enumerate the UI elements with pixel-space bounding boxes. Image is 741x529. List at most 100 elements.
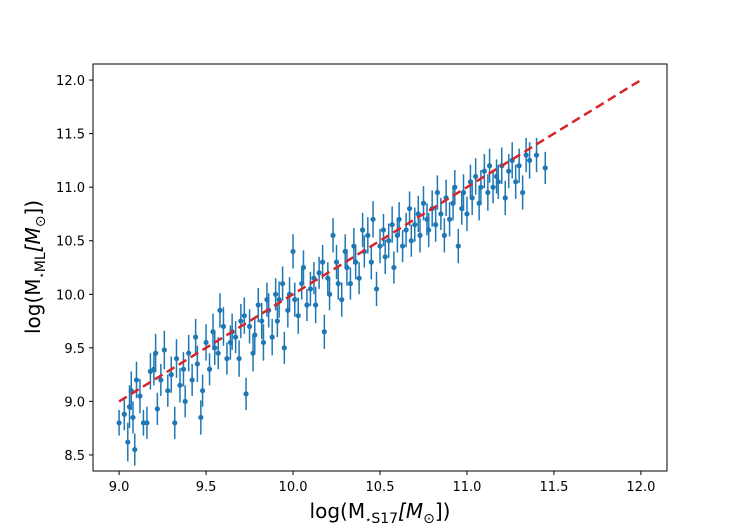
x-axis-label-prefix: log(M: [310, 499, 366, 523]
data-point: [144, 420, 150, 426]
data-point: [137, 393, 143, 399]
y-axis-label-unit: [M: [21, 227, 45, 252]
data-point: [126, 404, 133, 410]
data-point: [154, 406, 160, 412]
y-tick-label: 9.0: [64, 395, 85, 410]
data-point: [481, 168, 487, 174]
data-point: [260, 339, 267, 346]
data-point: [455, 243, 461, 249]
data-point: [424, 216, 430, 222]
data-point: [215, 350, 221, 356]
data-point: [434, 189, 440, 196]
data-point: [452, 184, 458, 190]
data-point: [300, 264, 307, 271]
data-point: [490, 184, 496, 190]
data-point: [259, 318, 265, 324]
data-point: [168, 372, 174, 378]
data-point: [241, 313, 247, 319]
data-point: [246, 323, 253, 330]
x-axis-label: log(M⋆S17[M⊙]): [310, 499, 451, 527]
data-point: [342, 248, 348, 255]
data-point: [368, 259, 374, 265]
data-point: [394, 232, 400, 238]
data-point: [274, 318, 280, 324]
data-point: [377, 243, 383, 249]
data-point: [227, 339, 234, 346]
data-point: [269, 334, 275, 340]
data-point: [132, 446, 138, 453]
data-point: [307, 286, 314, 292]
y-tick-label: 8.5: [64, 449, 85, 464]
data-point: [165, 388, 171, 394]
data-point: [186, 350, 192, 356]
data-point: [116, 420, 122, 426]
y-tick-label: 10.0: [56, 288, 85, 303]
data-point: [542, 165, 548, 171]
data-point: [206, 366, 213, 372]
data-point: [238, 318, 244, 324]
data-point: [330, 232, 336, 238]
data-point: [360, 227, 366, 233]
data-point: [292, 297, 298, 303]
data-point: [486, 163, 493, 169]
data-point: [333, 259, 340, 265]
data-point: [476, 200, 482, 206]
data-point: [386, 238, 392, 244]
y-tick-label: 12.0: [56, 74, 85, 89]
data-point: [417, 232, 423, 238]
y-axis-label-odot: ⊙: [33, 216, 49, 228]
data-point: [273, 291, 279, 297]
axis-ticks: 9.0 9.5 10.0 10.5 11.0 11.5 12.0 8.5 9.0 9.5 10.0 1…: [56, 74, 655, 495]
data-point: [290, 248, 296, 255]
x-tick-label: 12.0: [626, 480, 655, 495]
data-point: [161, 347, 167, 353]
data-point: [173, 355, 180, 362]
data-point: [193, 334, 199, 340]
data-point: [224, 355, 230, 362]
data-point: [406, 205, 413, 212]
data-point: [478, 184, 484, 190]
x-tick-label: 10.5: [366, 480, 395, 495]
data-point: [351, 243, 357, 249]
data-point: [516, 163, 522, 169]
x-tick-label: 9.0: [109, 480, 130, 495]
data-point: [252, 332, 258, 338]
data-point: [153, 350, 159, 356]
data-point: [459, 205, 465, 212]
data-point: [493, 173, 500, 180]
data-point: [182, 398, 188, 404]
data-point: [199, 388, 206, 394]
x-axis-label-suffix: ]): [435, 499, 451, 523]
y-axis-label-prefix: log(M: [21, 279, 45, 335]
data-point: [130, 414, 136, 421]
data-point: [460, 189, 467, 196]
data-point: [189, 377, 195, 383]
data-point: [473, 173, 479, 180]
x-axis-label-unit: [M: [398, 499, 423, 523]
data-point: [236, 355, 242, 362]
data-point: [353, 259, 359, 265]
data-point: [495, 179, 501, 185]
x-tick-label: 9.5: [196, 480, 217, 495]
data-point: [441, 232, 447, 238]
data-point: [400, 243, 406, 249]
data-point: [172, 420, 178, 426]
x-tick-label: 11.5: [539, 480, 568, 495]
data-point: [158, 377, 164, 383]
data-point: [279, 280, 286, 287]
data-point: [316, 270, 322, 276]
data-point: [180, 366, 187, 372]
data-point: [212, 345, 218, 351]
data-point: [320, 259, 326, 265]
data-point: [304, 302, 310, 308]
data-point: [526, 157, 533, 163]
data-point: [210, 329, 216, 335]
data-point: [264, 297, 270, 303]
data-point: [450, 200, 456, 206]
data-point: [151, 366, 157, 372]
data-point: [382, 254, 388, 260]
data-point: [347, 280, 354, 287]
data-point: [380, 227, 387, 233]
data-point: [217, 307, 223, 313]
x-axis-label-star: ⋆: [365, 515, 371, 526]
